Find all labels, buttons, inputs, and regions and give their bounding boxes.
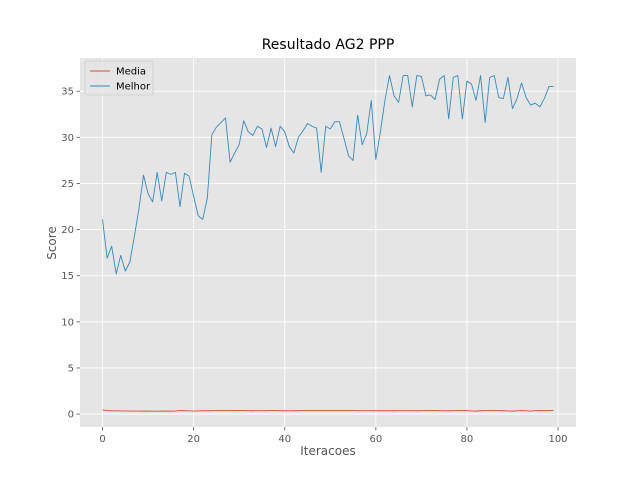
x-tick-label: 100 — [548, 434, 567, 445]
chart-title: Resultado AG2 PPP — [262, 37, 395, 53]
x-tick-label: 60 — [369, 434, 382, 445]
y-tick-label: 35 — [61, 87, 74, 98]
y-tick-label: 0 — [68, 410, 74, 421]
x-tick-label: 80 — [461, 434, 474, 445]
y-tick-label: 5 — [68, 363, 74, 374]
x-axis-label: Iteracoes — [300, 444, 356, 458]
series-line-melhor — [102, 75, 554, 275]
x-tick-label: 0 — [99, 434, 105, 445]
y-tick-label: 15 — [61, 271, 74, 282]
y-axis-label: Score — [45, 226, 59, 260]
x-axis-ticks: 0 20 40 60 80 100 — [99, 427, 568, 445]
series-layer — [102, 75, 554, 412]
legend-label-media: Media — [116, 67, 146, 78]
y-tick-label: 25 — [61, 179, 74, 190]
y-tick-label: 30 — [61, 133, 74, 144]
legend: Media Melhor — [84, 60, 154, 96]
legend-label-melhor: Melhor — [116, 82, 151, 93]
y-axis-ticks: 0 5 10 15 20 25 30 35 — [61, 87, 80, 421]
y-tick-label: 10 — [61, 317, 74, 328]
y-tick-label: 20 — [61, 225, 74, 236]
x-tick-label: 40 — [278, 434, 291, 445]
x-tick-label: 20 — [187, 434, 200, 445]
grid-lines — [80, 58, 576, 427]
series-line-media — [102, 409, 554, 412]
plot-background — [80, 58, 576, 427]
